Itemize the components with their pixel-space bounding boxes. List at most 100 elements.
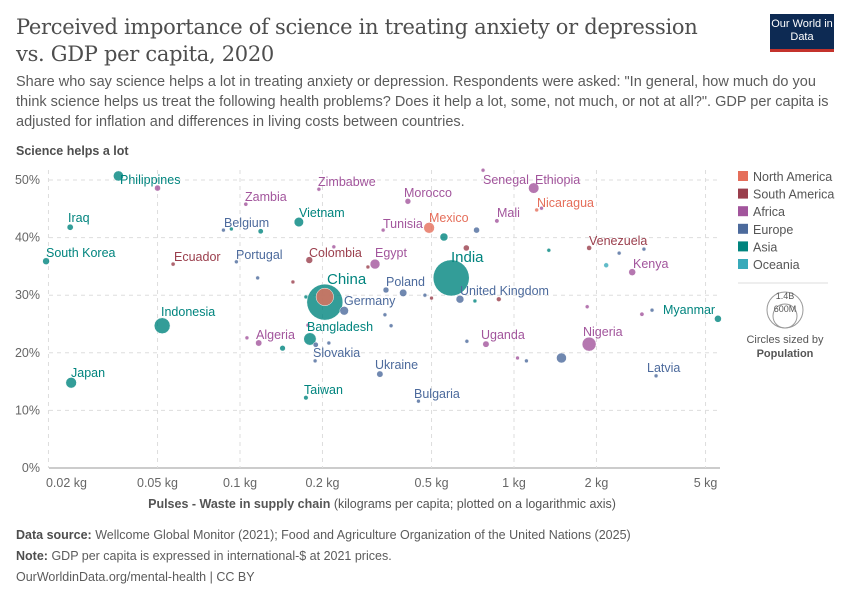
x-tick-label: 5 kg — [694, 476, 718, 490]
data-point-ecuador — [170, 261, 176, 267]
source-label: Data source: — [16, 528, 92, 542]
data-point — [429, 295, 434, 301]
data-point-nigeria — [581, 336, 597, 352]
owid-logo[interactable]: Our World in Data — [770, 14, 834, 52]
data-label-india: India — [451, 249, 484, 266]
data-point-bulgaria — [416, 398, 421, 404]
data-label-nicaragua: Nicaragua — [537, 196, 594, 210]
legend-item-oceania[interactable]: Oceania — [738, 258, 800, 272]
data-point-ukraine — [376, 370, 384, 378]
url-line[interactable]: OurWorldinData.org/mental-health | CC BY — [16, 570, 255, 584]
data-label-uganda: Uganda — [481, 328, 525, 342]
x-tick-label: 2 kg — [585, 476, 609, 490]
data-point-iraq — [66, 223, 74, 231]
x-tick-label: 0.02 kg — [46, 476, 87, 490]
data-label-germany: Germany — [344, 294, 396, 308]
data-point-kenya — [628, 268, 636, 276]
data-point — [255, 275, 260, 281]
x-tick-label: 0.1 kg — [223, 476, 257, 490]
data-point-zambia — [243, 201, 249, 207]
data-point — [639, 311, 645, 317]
legend-item-south-america[interactable]: South America — [738, 188, 834, 202]
legend-label: North America — [753, 170, 832, 184]
data-label-tunisia: Tunisia — [383, 217, 423, 231]
legend-swatch — [738, 259, 748, 269]
data-point — [616, 250, 622, 256]
data-point-mexico — [423, 222, 435, 234]
data-point — [279, 345, 286, 352]
data-label-mali: Mali — [497, 206, 520, 220]
data-label-ukraine: Ukraine — [375, 358, 418, 372]
data-point-senegal — [480, 167, 486, 173]
x-axis-label: Pulses - Waste in supply chain (kilogram… — [148, 497, 616, 511]
data-point — [399, 288, 408, 297]
data-label-colombia: Colombia — [309, 246, 362, 260]
data-point — [546, 248, 552, 253]
data-point-germany — [339, 306, 349, 316]
data-label-slovakia: Slovakia — [313, 346, 360, 360]
data-point-myanmar — [714, 315, 722, 323]
data-label-poland: Poland — [386, 275, 425, 289]
size-legend-small-label: 600M — [774, 304, 797, 314]
data-point-vietnam — [293, 217, 304, 228]
data-point — [290, 279, 296, 285]
data-point-belgium — [221, 227, 226, 233]
data-point — [473, 226, 480, 234]
data-label-nigeria: Nigeria — [583, 325, 623, 339]
data-point-india — [432, 259, 470, 297]
data-point-japan — [65, 377, 77, 389]
data-label-vietnam: Vietnam — [299, 206, 345, 220]
data-point — [472, 298, 478, 304]
chart-title: Perceived importance of science in treat… — [16, 15, 698, 66]
data-label-china: China — [327, 271, 367, 288]
data-point — [463, 244, 470, 252]
legend-item-north-america[interactable]: North America — [738, 170, 832, 184]
size-legend-large-label: 1.4B — [776, 291, 795, 301]
data-label-ecuador: Ecuador — [174, 250, 221, 264]
legend-swatch — [738, 241, 748, 252]
legend-item-europe[interactable]: Europe — [738, 223, 793, 237]
y-axis-label: Science helps a lot — [16, 144, 129, 158]
data-label-japan: Japan — [71, 366, 105, 380]
data-label-algeria: Algeria — [256, 328, 295, 342]
data-point-bangladesh — [303, 332, 317, 346]
data-label-bulgaria: Bulgaria — [414, 387, 460, 401]
note-label: Note: — [16, 549, 48, 563]
data-point-ethiopia — [528, 182, 540, 194]
data-point — [388, 323, 394, 328]
data-point — [422, 292, 428, 298]
data-point-tunisia — [380, 227, 386, 233]
data-point — [584, 304, 590, 309]
note-line: Note: GDP per capita is expressed in int… — [16, 549, 392, 563]
legend-item-africa[interactable]: Africa — [738, 205, 785, 219]
data-point — [315, 287, 334, 306]
data-point-egypt — [369, 258, 381, 270]
data-point — [257, 228, 264, 235]
size-legend-small-circle — [772, 303, 798, 329]
data-point-colombia — [305, 256, 313, 264]
data-point-united-kingdom — [455, 295, 465, 304]
data-point-latvia — [653, 373, 659, 379]
data-point — [326, 340, 332, 346]
source-line: Data source: Wellcome Global Monitor (20… — [16, 528, 631, 542]
legend-label: Europe — [753, 223, 793, 237]
legend-label: Oceania — [753, 258, 800, 272]
data-point — [312, 341, 319, 348]
data-label-taiwan: Taiwan — [304, 383, 343, 397]
legend-item-asia[interactable]: Asia — [738, 240, 777, 254]
data-point — [382, 312, 388, 318]
data-point-philippines — [113, 170, 124, 182]
legend-label: South America — [753, 188, 834, 202]
x-tick-label: 0.2 kg — [305, 476, 339, 490]
data-label-venezuela: Venezuela — [589, 234, 647, 248]
legend-swatch — [738, 171, 748, 181]
source-text: Wellcome Global Monitor (2021); Food and… — [95, 528, 631, 542]
data-label-latvia: Latvia — [647, 361, 680, 375]
data-point — [154, 184, 161, 192]
x-tick-label: 1 kg — [502, 476, 526, 490]
data-point — [524, 358, 529, 364]
data-point — [464, 339, 470, 344]
data-point-indonesia — [153, 317, 171, 334]
x-tick-label: 0.05 kg — [137, 476, 178, 490]
